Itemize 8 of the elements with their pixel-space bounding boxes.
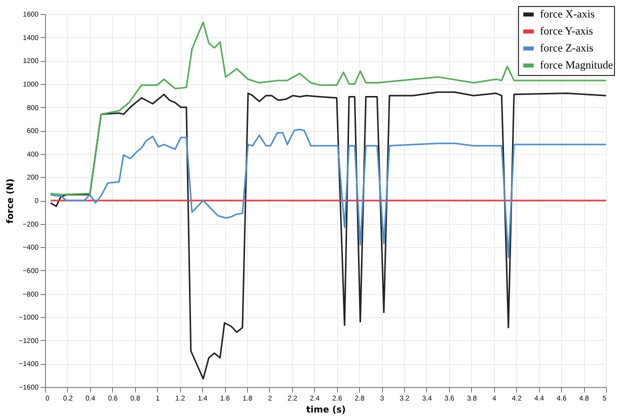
legend-label: force Y-axis	[540, 26, 594, 38]
x-axis-title: time (s)	[306, 406, 346, 416]
legend-label: force X-axis	[540, 8, 595, 20]
y-axis-title: force (N)	[6, 178, 16, 224]
legend-label: force Magnitude	[540, 60, 614, 72]
line-series	[50, 128, 607, 258]
legend-label: force Z-axis	[540, 42, 594, 54]
line-series	[50, 91, 607, 380]
